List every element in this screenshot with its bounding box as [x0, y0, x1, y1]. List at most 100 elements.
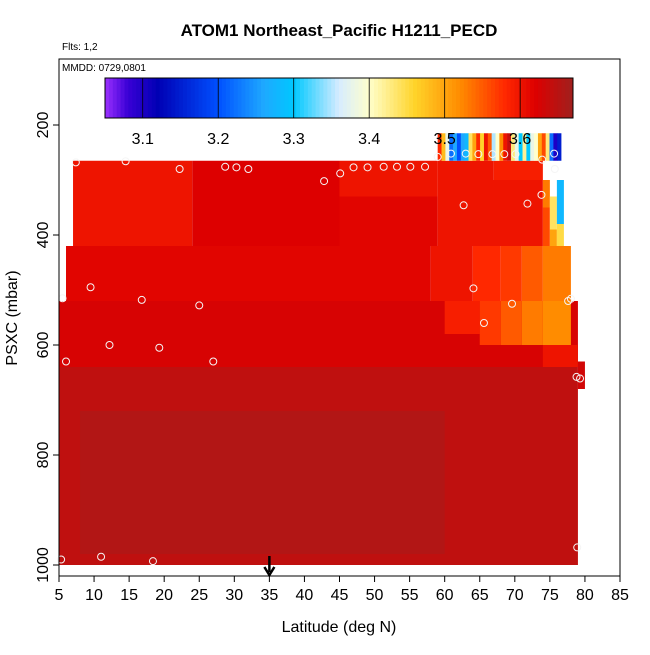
x-axis-label: Latitude (deg N)	[282, 619, 397, 636]
x-tick-label: 5	[55, 587, 64, 604]
sample-point	[155, 343, 164, 352]
heatmap-column	[437, 133, 442, 161]
heatmap-column	[549, 133, 554, 161]
sample-point	[57, 555, 66, 564]
colorbar-segment	[491, 78, 496, 118]
colorbar-segment	[151, 78, 157, 118]
heatmap-cell	[542, 246, 571, 301]
y-tick-label: 600	[35, 332, 52, 359]
colorbar-segment	[471, 78, 476, 118]
sample-points	[57, 149, 585, 566]
heatmap-column	[487, 133, 492, 161]
colorbar-segment	[183, 78, 188, 118]
colorbar-segment	[420, 78, 426, 118]
heatmap-column	[468, 133, 473, 161]
y-tick-label: 800	[35, 442, 52, 469]
colorbar-segment	[280, 78, 285, 118]
colorbar-segment	[495, 78, 500, 118]
colorbar-segment	[448, 78, 453, 118]
colorbar-segment	[401, 78, 406, 118]
sample-point	[511, 150, 520, 159]
x-tick-label: 55	[401, 587, 419, 604]
heatmap-cell	[430, 246, 473, 301]
heatmap-column	[476, 133, 481, 161]
colorbar-segment	[171, 78, 176, 118]
colorbar-tick-label: 3.6	[509, 131, 531, 148]
colorbar-segment	[440, 78, 445, 118]
sample-point	[137, 295, 146, 304]
colorbar-segment	[140, 78, 145, 118]
colorbar-segment	[241, 78, 246, 118]
colorbar-segment	[424, 78, 430, 118]
heatmap-column	[472, 133, 477, 161]
heatmap-cell	[339, 196, 438, 246]
colorbar-segment	[339, 78, 344, 118]
colorbar-segment	[483, 78, 488, 118]
colorbar-segment	[167, 78, 172, 118]
colorbar-segment	[569, 78, 574, 118]
colorbar-segment	[210, 78, 215, 118]
colorbar-segment	[225, 78, 231, 118]
x-tick-label: 75	[541, 587, 559, 604]
sample-point	[573, 543, 582, 552]
heatmap-cell	[73, 160, 193, 246]
heatmap-cell	[339, 160, 438, 197]
colorbar-segment	[522, 78, 527, 118]
heatmap-cell	[549, 196, 557, 230]
colorbar-segment	[249, 78, 254, 118]
heatmap-column	[503, 133, 508, 161]
colorbar-segment	[475, 78, 480, 118]
colorbar-tick-label: 3.2	[207, 131, 229, 148]
colorbar-segment	[206, 78, 211, 118]
heatmap-cell	[521, 301, 543, 345]
colorbar-segment	[553, 78, 558, 118]
colorbar-segment	[366, 78, 371, 118]
colorbar-segment	[303, 78, 309, 118]
colorbar-frame	[104, 77, 574, 119]
heatmap-column	[445, 133, 450, 161]
heatmap-cell	[80, 411, 445, 554]
colorbar-segment	[105, 78, 110, 118]
sample-point	[363, 163, 372, 172]
x-tick-label: 35	[260, 587, 278, 604]
sample-point	[474, 150, 483, 159]
colorbar-segment	[245, 78, 250, 118]
sample-point	[550, 149, 559, 158]
sample-point	[500, 150, 509, 159]
heatmap-cell	[521, 246, 543, 301]
sample-point	[221, 162, 230, 171]
colorbar-segment	[545, 78, 550, 118]
colorbar-segment	[202, 78, 207, 118]
heatmap-cell	[192, 160, 340, 246]
colorbar-segment	[132, 78, 137, 118]
colorbar-segment	[561, 78, 566, 118]
y-tick-label: 200	[35, 112, 52, 139]
sample-point	[566, 294, 575, 303]
colorbar-segment	[319, 78, 324, 118]
heatmap-column	[534, 133, 539, 161]
colorbar-segment	[307, 78, 313, 118]
colorbar-tick-label: 3.5	[434, 131, 456, 148]
heatmap-cell	[437, 180, 543, 246]
colorbar-segment	[557, 78, 562, 118]
heatmap-cell	[444, 301, 480, 334]
colorbar-segment	[147, 78, 153, 118]
flts-label: Flts: 1,2	[62, 42, 98, 53]
sample-point	[148, 557, 157, 566]
colorbar-segment	[175, 78, 180, 118]
x-tick-label: 25	[190, 587, 208, 604]
sample-point	[550, 165, 559, 173]
colorbar-segment	[198, 78, 203, 118]
colorbar-segment	[264, 78, 270, 118]
colorbar-segment	[498, 78, 504, 118]
colorbar-segment	[346, 78, 352, 118]
x-tick-label: 10	[85, 587, 103, 604]
colorbar-segment	[506, 78, 511, 118]
colorbar-segment	[370, 78, 375, 118]
colorbar-segment	[272, 78, 277, 118]
sample-point	[459, 201, 468, 210]
y-tick-label: 1000	[35, 547, 52, 583]
colorbar-segment	[350, 78, 355, 118]
colorbar-segment	[292, 78, 297, 118]
